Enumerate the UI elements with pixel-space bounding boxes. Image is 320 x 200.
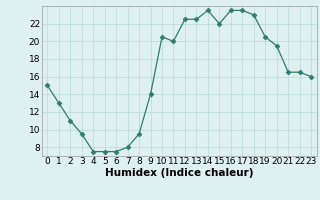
X-axis label: Humidex (Indice chaleur): Humidex (Indice chaleur) <box>105 168 253 178</box>
